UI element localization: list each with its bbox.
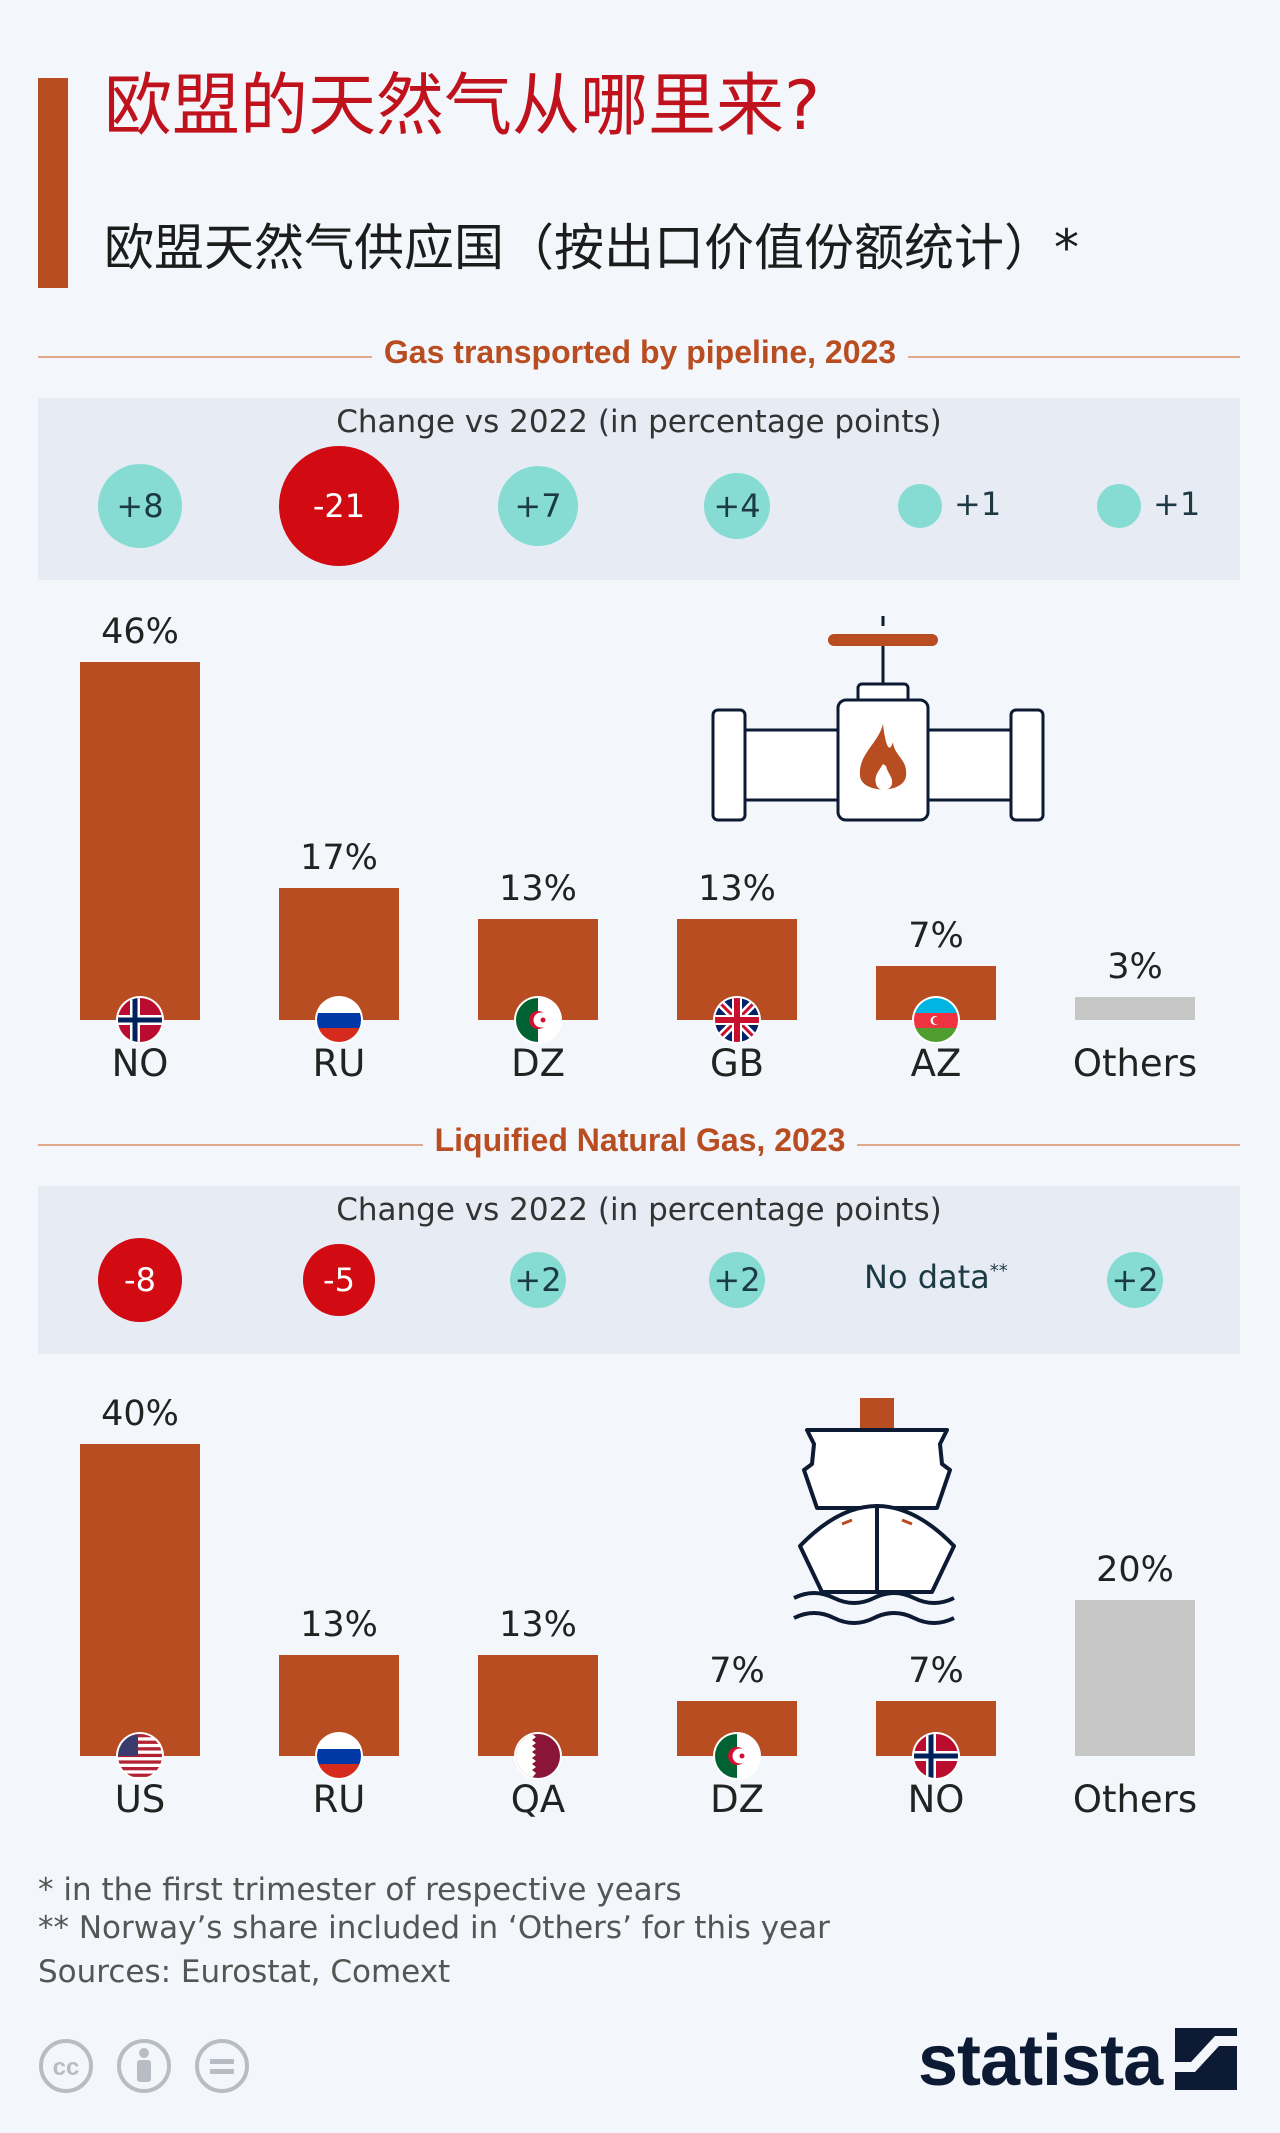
footnote-2: ** Norway’s share included in ‘Others’ f… [38, 1910, 830, 1946]
value-label: 40% [50, 1394, 230, 1434]
cc-icon[interactable]: cc [38, 2038, 94, 2094]
category-label: AZ [836, 1042, 1036, 1085]
category-label: QA [438, 1778, 638, 1821]
flag-dz-icon [715, 1734, 759, 1778]
value-label: 7% [647, 1651, 827, 1691]
section-title-lng: Liquified Natural Gas, 2023 [0, 1122, 1280, 1159]
change-label: +1 [1153, 485, 1200, 523]
category-label: Others [1035, 1778, 1235, 1821]
category-label: RU [239, 1778, 439, 1821]
flag-us-icon [118, 1734, 162, 1778]
value-label: 20% [1045, 1550, 1225, 1590]
page-subtitle: 欧盟天然气供应国（按出口价值份额统计）* [104, 218, 1079, 278]
category-label: DZ [438, 1042, 638, 1085]
value-label: 7% [846, 1651, 1026, 1691]
change-bubble: +2 [709, 1252, 765, 1308]
flag-dz-icon [516, 998, 560, 1042]
change-bubble: -8 [98, 1238, 182, 1322]
bar-us [80, 1444, 200, 1756]
lng-tanker-ship-icon [792, 1396, 962, 1626]
bar-no [80, 662, 200, 1020]
by-icon[interactable] [116, 2038, 172, 2094]
change-bubble: +8 [98, 464, 182, 548]
statista-logo[interactable]: statista [918, 2020, 1162, 2102]
change-dot [1097, 484, 1141, 528]
change-bubble: -5 [303, 1244, 374, 1315]
category-label: GB [637, 1042, 837, 1085]
change-panel-lng: Change vs 2022 (in percentage points) [38, 1186, 1240, 1354]
change-label: +1 [954, 485, 1001, 523]
change-dot [898, 484, 942, 528]
category-label: RU [239, 1042, 439, 1085]
nd-icon[interactable] [194, 2038, 250, 2094]
change-panel-title: Change vs 2022 (in percentage points) [38, 1192, 1240, 1228]
flag-no-icon [914, 1734, 958, 1778]
section-title-pipeline: Gas transported by pipeline, 2023 [0, 334, 1280, 371]
bar-others [1075, 997, 1195, 1020]
value-label: 13% [448, 1605, 628, 1645]
flag-ru-icon [317, 998, 361, 1042]
change-bubble: +2 [510, 1252, 566, 1308]
change-bubble: -21 [279, 446, 399, 566]
flag-no-icon [118, 998, 162, 1042]
change-bubble: +4 [704, 473, 770, 539]
value-label: 13% [249, 1605, 429, 1645]
statista-logo-mark-icon [1175, 2028, 1237, 2090]
value-label: 13% [448, 869, 628, 909]
footnote-1: * in the first trimester of respective y… [38, 1872, 682, 1908]
category-label: NO [836, 1778, 1036, 1821]
value-label: 13% [647, 869, 827, 909]
flag-az-icon [914, 998, 958, 1042]
category-label: NO [40, 1042, 240, 1085]
category-label: DZ [637, 1778, 837, 1821]
title-accent-bar [38, 78, 68, 288]
svg-text:cc: cc [53, 2054, 80, 2081]
value-label: 17% [249, 838, 429, 878]
change-no-data: No data** [864, 1258, 1008, 1296]
category-label: Others [1035, 1042, 1235, 1085]
value-label: 3% [1045, 947, 1225, 987]
page-title: 欧盟的天然气从哪里来? [104, 66, 820, 148]
value-label: 46% [50, 612, 230, 652]
gas-pipeline-valve-icon [708, 614, 1048, 824]
bar-others [1075, 1600, 1195, 1756]
value-label: 7% [846, 916, 1026, 956]
flag-gb-icon [715, 998, 759, 1042]
change-panel-pipeline: Change vs 2022 (in percentage points) [38, 398, 1240, 580]
category-label: US [40, 1778, 240, 1821]
change-bubble: +7 [498, 466, 578, 546]
sources: Sources: Eurostat, Comext [38, 1954, 450, 1990]
flag-qa-icon [516, 1734, 560, 1778]
change-bubble: +2 [1107, 1252, 1163, 1308]
flag-ru-icon [317, 1734, 361, 1778]
change-panel-title: Change vs 2022 (in percentage points) [38, 404, 1240, 440]
